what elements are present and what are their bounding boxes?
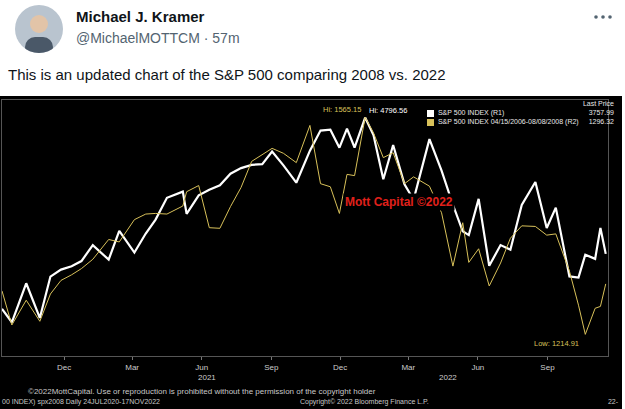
html-text:22-: 22- (607, 398, 618, 405)
html-text:Copyright© 2022 Bloomberg Fina: Copyright© 2022 Bloomberg Finance L.P. (300, 398, 429, 405)
svg-text:2021: 2021 (198, 373, 216, 382)
svg-text:Dec: Dec (333, 363, 347, 372)
svg-text:Sep: Sep (264, 363, 279, 372)
svg-text:Mar: Mar (401, 363, 415, 372)
html-text:@MichaelMOTTCM · 57m: @MichaelMOTTCM · 57m (76, 30, 240, 46)
svg-text:Dec: Dec (57, 363, 71, 372)
html-text:Michael J. Kramer: Michael J. Kramer (76, 8, 205, 25)
html-text:S&P 500 INDEX (R1): S&P 500 INDEX (R1) (437, 109, 505, 116)
svg-text:Hi: 4796.56: Hi: 4796.56 (369, 106, 407, 115)
html-text:00 INDEX) spx2008 Daily 24JUL2: 00 INDEX) spx2008 Daily 24JUL2020-17NOV2… (2, 398, 160, 405)
html-text:3757.99: 3757.99 (588, 109, 614, 116)
html-text:1296.32: 1296.32 (588, 118, 614, 125)
svg-text:Mar: Mar (125, 363, 139, 372)
html-text:S&P 500 INDEX 04/15/2006-08/08: S&P 500 INDEX 04/15/2006-08/08/2008 (R2) (437, 118, 579, 125)
svg-text:Jun: Jun (471, 363, 484, 372)
svg-text:Hi: 1565.15: Hi: 1565.15 (323, 105, 361, 114)
html-text:This is an updated chart of th: This is an updated chart of the S&P 500 … (8, 66, 446, 83)
svg-text:Sep: Sep (540, 363, 555, 372)
html-text:©2022MottCapital. Use or repro: ©2022MottCapital. Use or reproduction is… (28, 387, 376, 396)
svg-text:Mott Capital ©2022: Mott Capital ©2022 (345, 195, 453, 209)
svg-text:2022: 2022 (439, 373, 457, 382)
html-text:Last Price: Last Price (582, 100, 614, 107)
svg-text:Low: 1214.91: Low: 1214.91 (534, 339, 579, 348)
svg-text:Jun: Jun (195, 363, 208, 372)
